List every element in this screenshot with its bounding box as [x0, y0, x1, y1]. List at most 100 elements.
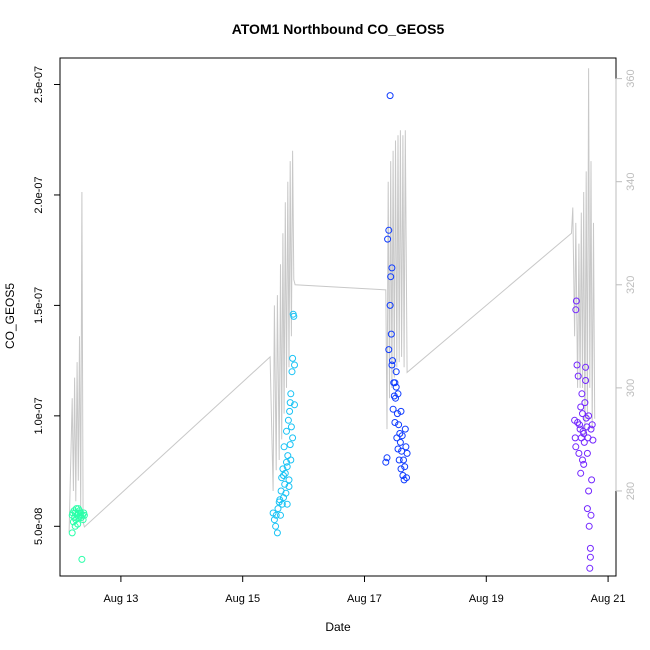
y2-axis: 280 300 320 340 360: [615, 69, 637, 500]
data-point: [386, 92, 394, 100]
data-point: [283, 427, 290, 435]
data-point: [281, 469, 289, 477]
data-point: [572, 306, 580, 314]
data-point: [391, 419, 399, 426]
y-tick-label: 5.0e-08: [33, 508, 45, 545]
data-point: [395, 421, 403, 429]
data-point: [578, 390, 586, 398]
data-point: [582, 363, 590, 371]
data-point: [400, 476, 408, 484]
data-point: [287, 423, 295, 431]
data-point: [276, 496, 284, 504]
data-point: [394, 445, 402, 453]
data-point: [583, 505, 591, 513]
plot-frame: [59, 57, 617, 577]
data-point: [402, 443, 410, 451]
data-point: [572, 443, 580, 451]
data-point: [572, 297, 580, 305]
data-point: [589, 436, 597, 444]
data-point: [387, 273, 395, 281]
data-point: [270, 516, 278, 524]
data-point: [579, 410, 586, 418]
data-point: [588, 421, 596, 429]
x-tick-label: Aug 15: [225, 593, 260, 605]
y2-tick-label: 280: [625, 482, 637, 500]
data-point: [80, 511, 88, 519]
data-point: [280, 472, 287, 479]
data-point: [585, 412, 593, 420]
y-tick-label: 2.0e-07: [33, 176, 45, 213]
data-point: [393, 410, 401, 418]
right-axis-line: [68, 68, 596, 533]
data-point: [286, 407, 294, 415]
y2-tick-label: 360: [625, 69, 637, 87]
data-point: [403, 474, 410, 482]
data-point: [284, 452, 292, 460]
data-point: [586, 553, 594, 561]
y2-tick-label: 320: [625, 276, 637, 294]
data-point: [574, 372, 582, 380]
data-point: [580, 430, 588, 437]
data-point: [574, 419, 582, 426]
data-point: [573, 361, 581, 369]
data-point: [74, 505, 82, 513]
data-point: [391, 379, 399, 387]
data-point: [392, 383, 400, 391]
data-point: [580, 438, 588, 446]
data-point: [283, 458, 290, 466]
data-point: [583, 449, 591, 457]
data-point: [285, 476, 293, 484]
data-point: [401, 463, 409, 471]
data-point: [289, 434, 297, 442]
data-point: [581, 399, 589, 407]
data-point: [386, 301, 394, 309]
data-point: [400, 456, 407, 464]
data-point: [283, 500, 291, 508]
data-point: [571, 434, 579, 442]
data-point: [586, 544, 594, 552]
y-tick-label: 1.5e-07: [33, 287, 45, 324]
data-point: [403, 449, 411, 457]
data-point: [272, 511, 280, 519]
data-point: [587, 425, 595, 433]
x-tick-label: Aug 19: [469, 593, 504, 605]
y-axis-label: CO_GEOS5: [3, 283, 17, 349]
x-axis: Aug 13 Aug 15 Aug 17 Aug 19 Aug 21: [103, 575, 626, 605]
data-point: [282, 489, 290, 497]
data-point: [577, 403, 585, 411]
x-axis-label: Date: [325, 620, 351, 634]
data-point: [277, 511, 284, 519]
data-point: [392, 368, 400, 376]
data-point: [286, 441, 294, 449]
y-tick-label: 1.0e-07: [33, 397, 45, 434]
x-tick-label: Aug 21: [591, 593, 626, 605]
data-point: [397, 407, 405, 415]
data-point: [382, 458, 390, 466]
y2-tick-label: 300: [625, 379, 637, 397]
right-axis-line-layer: [68, 68, 596, 533]
data-point: [289, 354, 297, 362]
data-point: [384, 235, 392, 243]
data-point: [274, 505, 282, 513]
x-tick-label: Aug 17: [347, 593, 382, 605]
data-point: [398, 432, 406, 440]
data-point: [272, 522, 280, 530]
y2-tick-label: 340: [625, 173, 637, 191]
data-point: [579, 456, 586, 464]
data-point: [585, 487, 593, 495]
x-tick-label: Aug 13: [103, 593, 138, 605]
chart-title: ATOM1 Northbound CO_GEOS5: [232, 21, 445, 37]
data-point: [577, 469, 585, 477]
data-point: [582, 414, 590, 422]
data-point: [395, 456, 403, 464]
data-point: [388, 264, 396, 272]
data-point: [283, 463, 291, 471]
data-point: [585, 522, 593, 530]
data-point: [78, 555, 86, 563]
data-point: [385, 346, 393, 354]
data-point: [71, 522, 79, 530]
data-point: [291, 401, 298, 409]
data-point: [280, 443, 288, 451]
data-point: [396, 430, 404, 437]
